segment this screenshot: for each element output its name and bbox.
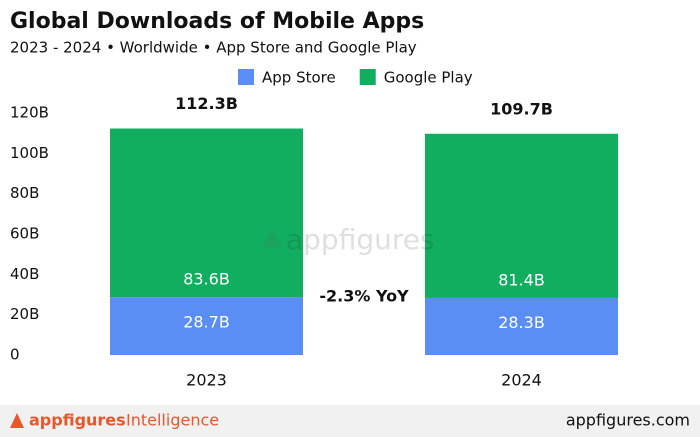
footer-band [0,405,700,437]
y-tick-label: 80B [10,184,39,202]
legend: App Store Google Play [238,69,473,87]
y-tick-label: 120B [10,104,49,122]
bar-segment [110,297,303,355]
footer-product: Intelligence [126,411,219,430]
bar-segment [425,297,618,355]
bar-segment [425,133,618,298]
value-label: 81.4B [498,270,545,289]
y-tick-label: 60B [10,225,39,243]
value-label: 28.3B [498,313,545,332]
value-label: 83.6B [183,270,230,289]
chart-subtitle: 2023 - 2024 • Worldwide • App Store and … [10,39,417,57]
total-label: 112.3B [175,94,238,113]
watermark-icon [262,230,282,248]
legend-swatch [238,69,254,85]
watermark: appfigures [286,223,435,256]
footer-brand: appfigures [29,411,126,430]
y-tick-label: 40B [10,265,39,283]
legend-swatch [359,69,376,85]
y-tick-label: 100B [10,144,49,162]
bar-segment [110,128,303,298]
total-label: 109.7B [490,99,553,118]
value-label: 28.7B [183,313,230,332]
x-tick-label: 2023 [186,371,227,390]
footer-site: appfigures.com [566,411,690,430]
legend-label: Google Play [384,69,473,87]
annotation: -2.3% YoY [319,287,409,306]
watermark-group: appfigures [262,223,435,256]
footer-logo [10,413,24,428]
chart-title: Global Downloads of Mobile Apps [10,9,424,34]
y-tick-label: 20B [10,305,39,323]
legend-label: App Store [262,69,336,87]
plot: 0 20B 40B 60B 80B 100B 120B 28.7B 83.6B 112.3B 202… [10,94,618,390]
y-tick-label: 0 [10,346,20,364]
x-tick-label: 2024 [501,371,542,390]
